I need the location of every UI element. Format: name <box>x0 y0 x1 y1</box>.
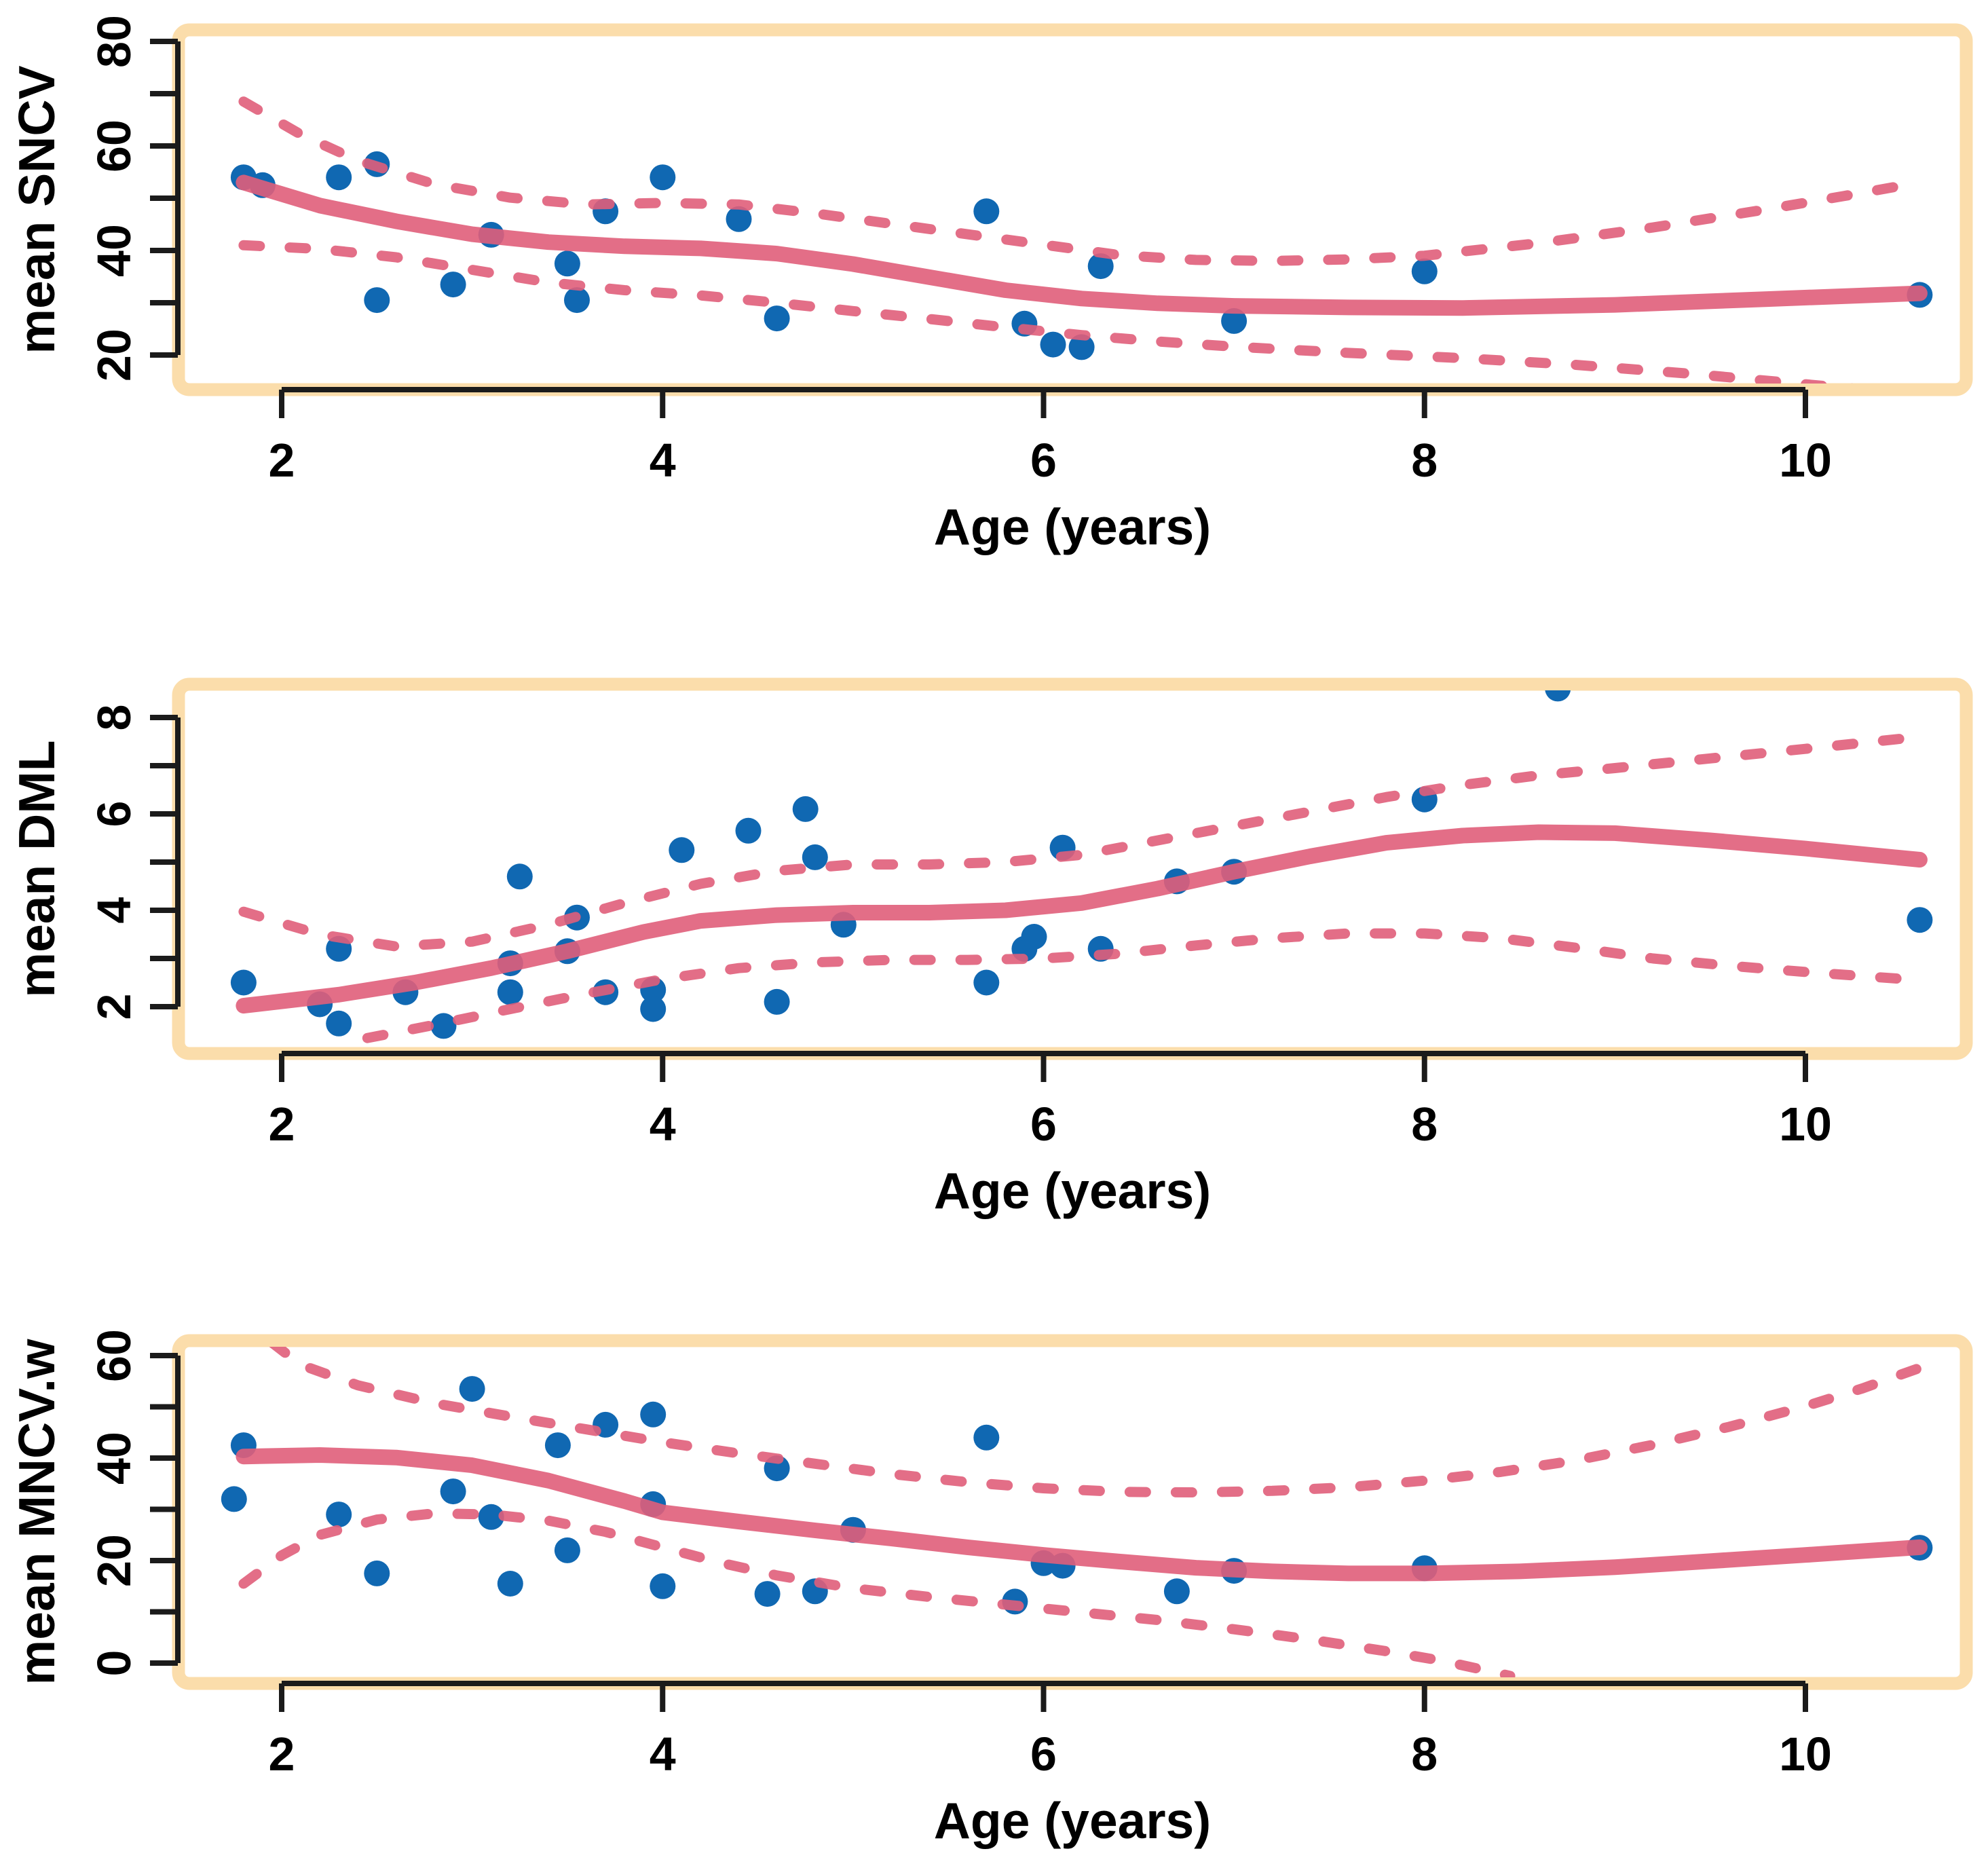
data-point <box>497 979 523 1005</box>
series-ci_lower <box>362 928 1925 1043</box>
data-point <box>973 1424 1000 1451</box>
plot-frame <box>172 677 1973 1060</box>
x-tick-label: 6 <box>1030 434 1057 487</box>
x-tick-label: 4 <box>650 434 676 487</box>
data-point <box>726 206 752 232</box>
x-tick-label: 8 <box>1411 1098 1438 1151</box>
data-point <box>364 1560 390 1586</box>
data-point <box>1411 258 1438 284</box>
y-tick-label: 2 <box>88 994 140 1020</box>
series-ci_lower <box>238 240 1854 384</box>
data-point <box>554 1537 580 1563</box>
x-tick-label: 10 <box>1779 434 1832 487</box>
panel-dml: 2 4 6 8 mean DML 2 4 6 8 10 Age (years) <box>8 677 1973 1219</box>
y-tick-label: 4 <box>88 897 140 923</box>
data-point <box>230 969 257 996</box>
panel-sncv: 20 40 60 80 mean SNCV 2 4 6 8 10 Age (years) <box>8 15 1973 555</box>
y-tick-label: 20 <box>88 329 140 381</box>
data-point <box>640 1401 667 1428</box>
series-ci_upper <box>269 1347 1925 1498</box>
data-point <box>1068 334 1095 360</box>
x-tick-label: 2 <box>269 434 295 487</box>
data-point <box>792 796 819 822</box>
data-point <box>430 1013 457 1039</box>
data-point <box>650 1573 676 1599</box>
data-point <box>764 305 790 332</box>
x-tick-label: 6 <box>1030 1098 1057 1151</box>
x-tick-label: 4 <box>650 1728 676 1781</box>
data-point <box>754 1581 781 1607</box>
x-tick-label: 2 <box>269 1098 295 1151</box>
data-point <box>1907 907 1933 933</box>
data-point <box>326 1010 352 1037</box>
data-point <box>1545 690 1571 702</box>
y-tick-label: 60 <box>88 1329 140 1382</box>
data-point <box>326 164 352 191</box>
data-layer <box>230 96 1933 384</box>
data-point <box>1087 253 1114 280</box>
data-point <box>326 1502 352 1528</box>
data-point <box>669 837 695 863</box>
data-point <box>802 844 828 870</box>
data-point <box>459 1376 485 1402</box>
plot-frame <box>172 1334 1973 1690</box>
data-point <box>440 1478 466 1505</box>
series-loess_fit <box>236 174 1928 316</box>
x-tick-label: 10 <box>1779 1098 1832 1151</box>
y-tick-label: 6 <box>88 801 140 827</box>
data-layer <box>221 1347 1933 1677</box>
data-point <box>478 1504 504 1530</box>
x-axis-title-dml: Age (years) <box>934 1162 1212 1219</box>
series-ci_upper <box>238 96 1925 266</box>
y-axis-title-dml: mean DML <box>8 740 65 997</box>
x-tick-label: 8 <box>1411 1728 1438 1781</box>
y-tick-label: 8 <box>88 705 140 731</box>
data-point <box>735 817 762 844</box>
data-point <box>544 1432 571 1459</box>
y-tick-label: 0 <box>88 1650 140 1677</box>
data-point <box>440 272 466 298</box>
data-point <box>554 250 580 277</box>
y-tick-label: 40 <box>88 224 140 277</box>
data-point <box>1040 331 1066 358</box>
data-point <box>1221 307 1248 334</box>
panel-mncvw: 0 20 40 60 mean MNCV.w 2 4 6 8 10 Age (years) <box>8 1329 1973 1849</box>
data-point <box>973 969 1000 996</box>
data-point <box>497 1571 523 1597</box>
y-tick-label: 80 <box>88 15 140 68</box>
x-tick-label: 8 <box>1411 434 1438 487</box>
y-tick-label: 40 <box>88 1432 140 1485</box>
x-axis-title-sncv: Age (years) <box>934 498 1212 555</box>
data-point <box>764 988 790 1015</box>
y-axis-title-mncvw: mean MNCV.w <box>8 1339 65 1685</box>
series-loess_fit <box>236 824 1928 1014</box>
x-tick-label: 10 <box>1779 1728 1832 1781</box>
series-ci_upper <box>238 731 1925 952</box>
data-point <box>1163 1578 1190 1605</box>
data-point <box>640 996 667 1022</box>
data-layer <box>230 690 1933 1043</box>
y-tick-label: 20 <box>88 1534 140 1587</box>
x-tick-label: 2 <box>269 1728 295 1781</box>
data-point <box>364 287 390 314</box>
y-axis-title-sncv: mean SNCV <box>8 65 65 354</box>
data-point <box>221 1486 247 1512</box>
data-point <box>650 164 676 191</box>
series-ci_lower <box>238 1508 1516 1677</box>
series-loess_fit <box>236 1447 1928 1582</box>
x-tick-label: 4 <box>650 1098 676 1151</box>
data-point <box>1021 924 1047 950</box>
x-axis-title-mncvw: Age (years) <box>934 1792 1212 1849</box>
y-tick-label: 60 <box>88 119 140 172</box>
data-point <box>506 863 533 890</box>
data-point <box>564 287 590 314</box>
data-point <box>973 198 1000 225</box>
x-tick-label: 6 <box>1030 1728 1057 1781</box>
